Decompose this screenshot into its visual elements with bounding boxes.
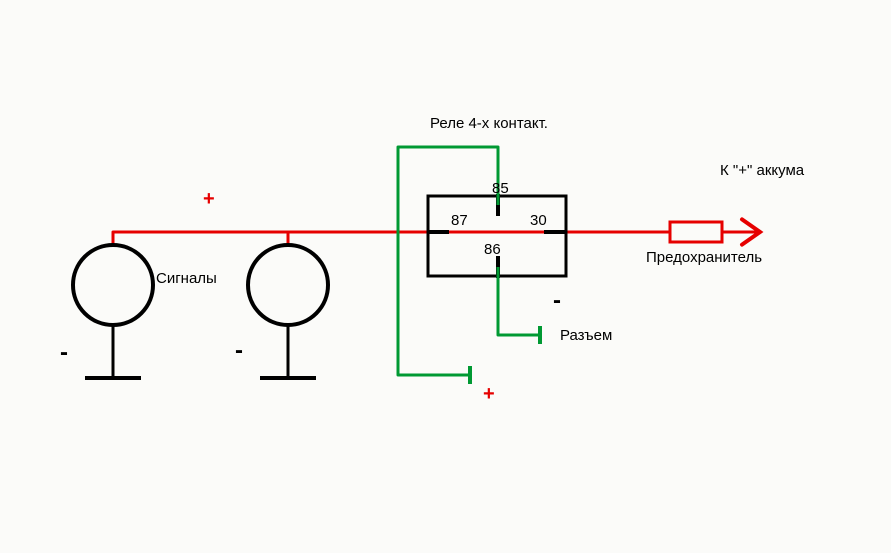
plus-bottom-icon: + <box>483 383 495 405</box>
fuse-icon <box>670 222 722 242</box>
minus-mid-icon: - <box>235 337 243 364</box>
signal-horn-0 <box>73 245 153 325</box>
label-pin-87: 87 <box>451 212 468 229</box>
label-pin-86: 86 <box>484 241 501 258</box>
minus-right-icon: - <box>553 287 561 314</box>
relay-wiring-diagram: Реле 4-х контакт. К "+" аккума Предохранит… <box>0 0 891 553</box>
minus-left-icon: - <box>60 339 68 366</box>
green-wire-0 <box>398 147 498 375</box>
label-to-battery: К "+" аккума <box>720 162 805 179</box>
signal-horn-1 <box>248 245 328 325</box>
label-signals: Сигналы <box>156 270 217 287</box>
label-pin-30: 30 <box>530 212 547 229</box>
label-pin-85: 85 <box>492 180 509 197</box>
label-connector: Разъем <box>560 327 612 344</box>
plus-top-icon: + <box>203 188 215 210</box>
label-fuse: Предохранитель <box>646 249 762 266</box>
label-relay-title: Реле 4-х контакт. <box>430 115 548 132</box>
